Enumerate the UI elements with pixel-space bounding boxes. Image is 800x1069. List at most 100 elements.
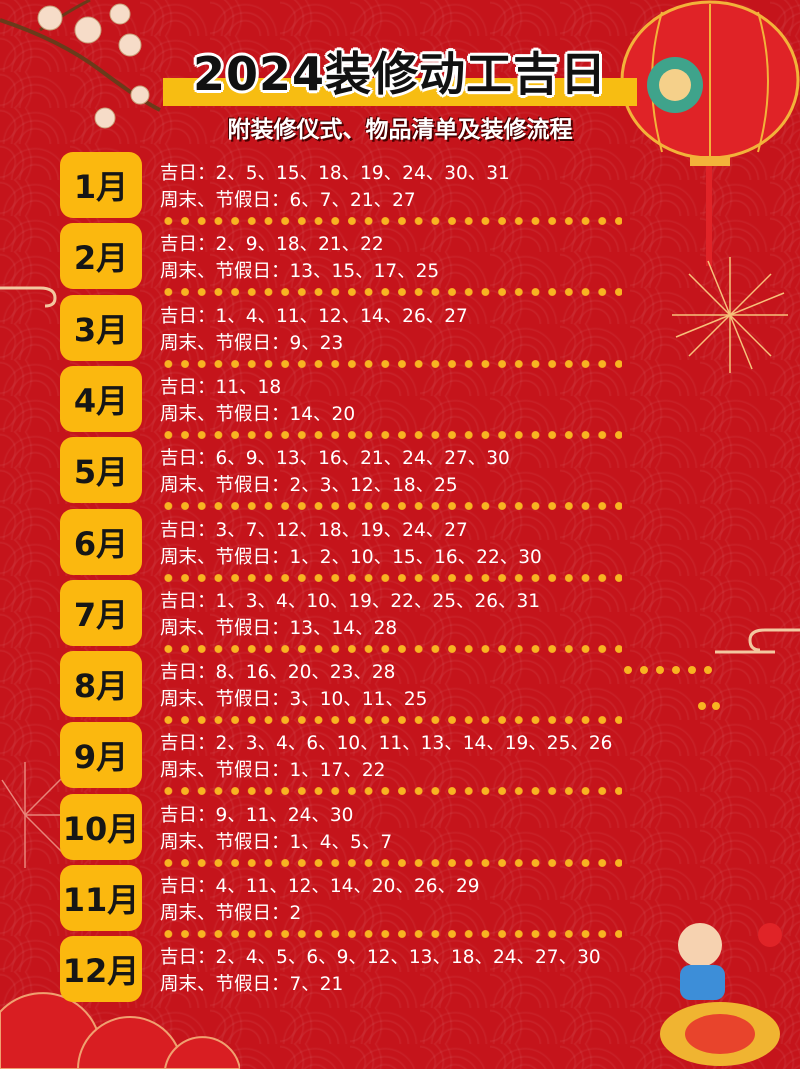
good-days-label: 吉日： — [160, 876, 216, 897]
good-days-value: 2、5、15、18、19、24、30、31 — [215, 163, 510, 184]
good-days-value: 1、4、11、12、14、26、27 — [215, 305, 468, 327]
good-days-line: 吉日：3、7、12、18、19、24、27 — [160, 519, 468, 543]
good-days-label: 吉日： — [160, 448, 216, 470]
dotted-divider — [160, 573, 622, 582]
holidays-value: 13、14、28 — [289, 617, 398, 639]
good-days-line: 吉日：4、11、12、14、20、26、29 — [160, 875, 480, 899]
month-row: 2月 吉日：2、9、18、21、22 周末、节假日：13、15、17、25 — [0, 223, 800, 297]
holidays-label: 周末、节假日： — [160, 903, 290, 924]
holidays-label: 周末、节假日： — [160, 689, 290, 711]
holidays-value: 1、17、22 — [289, 760, 386, 782]
holidays-value: 7、21 — [289, 974, 344, 996]
good-days-value: 8、16、20、23、28 — [215, 662, 396, 684]
month-row: 10月 吉日：9、11、24、30 周末、节假日：1、4、5、7 — [0, 793, 800, 867]
month-badge: 5月 — [60, 437, 142, 504]
month-badge: 8月 — [60, 651, 142, 718]
holidays-label: 周末、节假日： — [160, 831, 290, 853]
month-badge: 7月 — [60, 579, 142, 646]
holidays-value: 13、15、17、25 — [289, 261, 440, 283]
month-badge: 3月 — [60, 294, 142, 361]
holidays-value: 9、23 — [289, 332, 344, 354]
month-badge: 6月 — [60, 508, 142, 575]
good-days-value: 2、4、5、6、9、12、13、18、24、27、30 — [215, 947, 601, 969]
holidays-label: 周末、节假日： — [160, 261, 290, 283]
good-days-value: 4、11、12、14、20、26、29 — [215, 876, 480, 897]
good-days-line: 吉日：2、3、4、6、10、11、13、14、19、25、26 — [160, 732, 612, 756]
good-days-line: 吉日：1、3、4、10、19、22、25、26、31 — [160, 590, 540, 614]
good-days-value: 11、18 — [215, 376, 282, 398]
good-days-line: 吉日：11、18 — [160, 376, 281, 400]
holidays-value: 3、10、11、25 — [289, 689, 428, 711]
good-days-label: 吉日： — [160, 590, 216, 612]
dotted-divider — [160, 858, 622, 867]
month-badge: 1月 — [60, 152, 142, 218]
plum-blossom-icon — [0, 0, 161, 129]
good-days-line: 吉日：2、5、15、18、19、24、30、31 — [160, 162, 510, 186]
good-days-label: 吉日： — [160, 733, 216, 755]
holidays-label: 周末、节假日： — [160, 403, 290, 425]
page-title: 2024装修动工吉日 — [192, 47, 608, 101]
month-row: 5月 吉日：6、9、13、16、21、24、27、30 周末、节假日：2、3、12、… — [0, 437, 800, 511]
holidays-line: 周末、节假日：1、4、5、7 — [160, 831, 392, 855]
holidays-label: 周末、节假日： — [160, 974, 290, 996]
month-badge: 10月 — [60, 793, 142, 860]
good-days-line: 吉日：2、4、5、6、9、12、13、18、24、27、30 — [160, 946, 601, 970]
holidays-line: 周末、节假日：2、3、12、18、25 — [160, 474, 458, 498]
dotted-divider — [160, 217, 622, 225]
wave-pattern-icon — [0, 992, 240, 1069]
month-badge: 9月 — [60, 722, 142, 789]
holidays-line: 周末、节假日：6、7、21、27 — [160, 189, 416, 213]
good-days-value: 3、7、12、18、19、24、27 — [215, 519, 468, 541]
holidays-line: 周末、节假日：9、23 — [160, 332, 343, 356]
dotted-divider — [160, 716, 622, 725]
holidays-line: 周末、节假日：1、17、22 — [160, 759, 385, 783]
dotted-divider — [160, 430, 622, 439]
holidays-value: 1、2、10、15、16、22、30 — [289, 546, 542, 568]
month-row: 11月 吉日：4、11、12、14、20、26、29 周末、节假日：2 — [0, 865, 800, 938]
dotted-divider — [160, 644, 622, 653]
month-row: 9月 吉日：2、3、4、6、10、11、13、14、19、25、26 周末、节假日：… — [0, 722, 800, 796]
month-row: 8月 吉日：8、16、20、23、28 周末、节假日：3、10、11、25 — [0, 651, 800, 725]
month-badge: 4月 — [60, 365, 142, 432]
title-band — [163, 78, 637, 106]
dotted-divider — [160, 502, 622, 511]
month-row: 3月 吉日：1、4、11、12、14、26、27 周末、节假日：9、23 — [0, 294, 800, 368]
cloud-icon — [715, 628, 800, 654]
holidays-line: 周末、节假日：13、14、28 — [160, 617, 397, 641]
good-days-line: 吉日：6、9、13、16、21、24、27、30 — [160, 447, 510, 471]
dragon-icon — [660, 923, 782, 1066]
dotted-divider — [160, 930, 622, 938]
holidays-label: 周末、节假日： — [160, 760, 290, 782]
good-days-line: 吉日：1、4、11、12、14、26、27 — [160, 305, 468, 329]
holidays-value: 14、20 — [289, 403, 356, 425]
good-days-line: 吉日：8、16、20、23、28 — [160, 661, 395, 685]
holidays-value: 1、4、5、7 — [289, 831, 393, 853]
month-row: 7月 吉日：1、3、4、10、19、22、25、26、31 周末、节假日：13、14… — [0, 579, 800, 653]
holidays-label: 周末、节假日： — [160, 475, 290, 497]
holidays-line: 周末、节假日：13、15、17、25 — [160, 260, 439, 284]
holidays-label: 周末、节假日： — [160, 332, 290, 354]
holidays-line: 周末、节假日：14、20 — [160, 403, 355, 427]
holidays-label: 周末、节假日： — [160, 617, 290, 639]
good-days-value: 6、9、13、16、21、24、27、30 — [215, 448, 510, 470]
month-row: 6月 吉日：3、7、12、18、19、24、27 周末、节假日：1、2、10、15、… — [0, 508, 800, 582]
month-badge: 11月 — [60, 865, 142, 931]
good-days-label: 吉日： — [160, 376, 216, 398]
holidays-line: 周末、节假日：3、10、11、25 — [160, 688, 427, 712]
month-badge: 12月 — [60, 936, 142, 1003]
good-days-label: 吉日： — [160, 519, 216, 541]
fireworks-icon — [672, 257, 788, 373]
holidays-value: 2、3、12、18、25 — [289, 475, 458, 497]
holidays-line: 周末、节假日：7、21 — [160, 973, 343, 997]
dotted-divider — [160, 787, 622, 796]
holidays-line: 周末、节假日：2 — [160, 902, 301, 926]
good-days-value: 1、3、4、10、19、22、25、26、31 — [215, 590, 541, 612]
good-days-label: 吉日： — [160, 662, 216, 684]
good-days-label: 吉日： — [160, 804, 216, 826]
holidays-value: 2 — [289, 903, 302, 924]
good-days-label: 吉日： — [160, 163, 216, 184]
good-days-value: 2、9、18、21、22 — [215, 234, 384, 256]
holidays-value: 6、7、21、27 — [289, 190, 416, 211]
holidays-line: 周末、节假日：1、2、10、15、16、22、30 — [160, 546, 542, 570]
